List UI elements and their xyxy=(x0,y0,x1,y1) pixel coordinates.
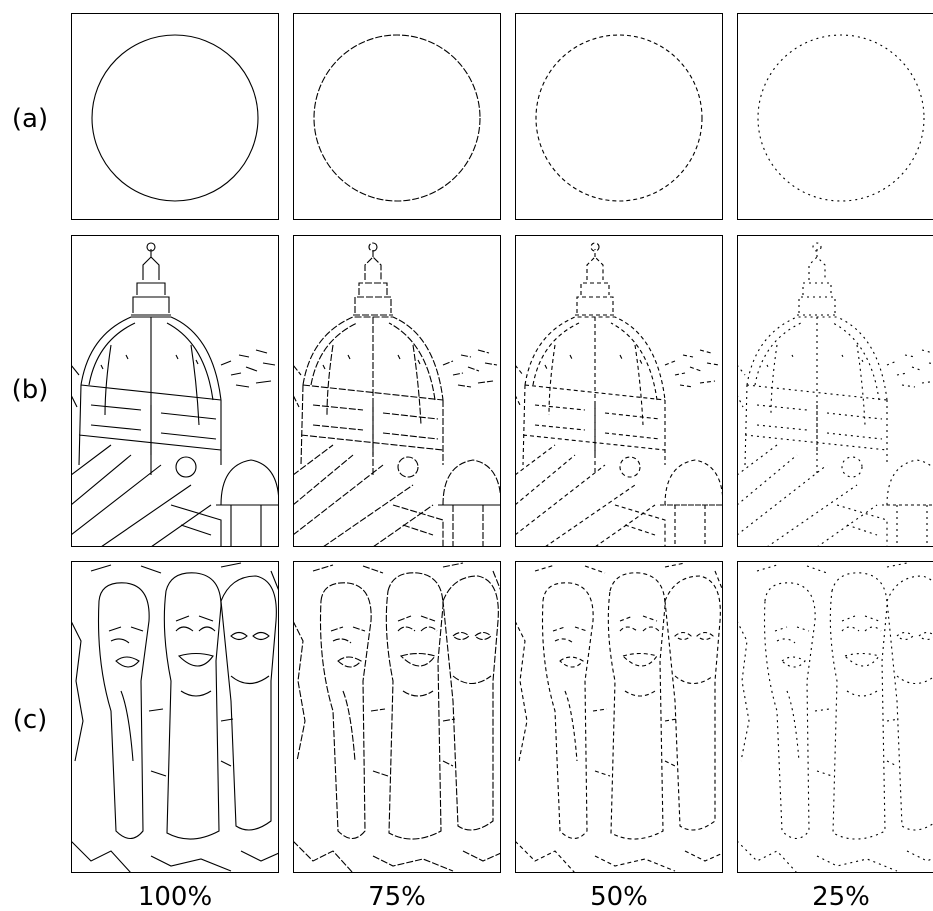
edge-drawing xyxy=(515,243,723,547)
panel-frame xyxy=(72,14,279,220)
edge-panel xyxy=(737,562,933,874)
row-label: (c) xyxy=(13,705,48,735)
edge-panel xyxy=(293,236,501,548)
edge-drawing xyxy=(293,563,501,873)
figure: (a) (b) (c) 100% 75% 50% 25% xyxy=(0,0,933,911)
column-label: 75% xyxy=(368,882,426,911)
edge-drawing xyxy=(536,35,702,201)
edge-panel xyxy=(515,562,723,874)
panel-frame xyxy=(72,562,279,873)
edge-panel xyxy=(516,14,723,220)
panel-frame xyxy=(738,14,933,220)
edge-panel xyxy=(71,236,279,548)
edge-panel xyxy=(737,236,933,548)
panel-frame xyxy=(738,562,933,873)
edge-panel xyxy=(738,14,933,220)
edge-panel xyxy=(71,562,279,874)
edge-map xyxy=(293,243,501,547)
edge-map xyxy=(314,35,480,201)
edge-map xyxy=(758,35,924,201)
row-label: (a) xyxy=(12,104,48,134)
edge-drawing xyxy=(71,243,279,547)
edge-drawing xyxy=(515,563,723,873)
row-label: (b) xyxy=(12,375,49,405)
edge-map xyxy=(92,35,258,201)
edge-map xyxy=(737,563,933,873)
panel-frame xyxy=(516,562,723,873)
panel-frame xyxy=(516,236,723,547)
edge-map xyxy=(71,563,279,873)
edge-drawing xyxy=(737,243,933,547)
edge-drawing xyxy=(71,563,279,873)
edge-map xyxy=(515,563,723,873)
panel-frame xyxy=(72,236,279,547)
edge-map xyxy=(536,35,702,201)
panel-frame xyxy=(294,236,501,547)
column-label: 50% xyxy=(590,882,648,911)
edge-panel xyxy=(294,14,501,220)
edge-drawing xyxy=(92,35,258,201)
edge-drawing xyxy=(737,563,933,873)
panel-frame xyxy=(516,14,723,220)
edge-panel xyxy=(515,236,723,548)
column-label: 100% xyxy=(138,882,212,911)
panel-grid xyxy=(71,14,933,874)
panel-frame xyxy=(738,236,933,547)
panel-frame xyxy=(294,14,501,220)
column-label: 25% xyxy=(812,882,870,911)
edge-drawing xyxy=(293,243,501,547)
edge-drawing xyxy=(314,35,480,201)
edge-map xyxy=(515,243,723,547)
edge-map xyxy=(293,563,501,873)
panel-frame xyxy=(294,562,501,873)
edge-map xyxy=(737,243,933,547)
edge-map xyxy=(71,243,279,547)
edge-drawing xyxy=(758,35,924,201)
edge-panel xyxy=(293,562,501,874)
edge-panel xyxy=(72,14,279,220)
